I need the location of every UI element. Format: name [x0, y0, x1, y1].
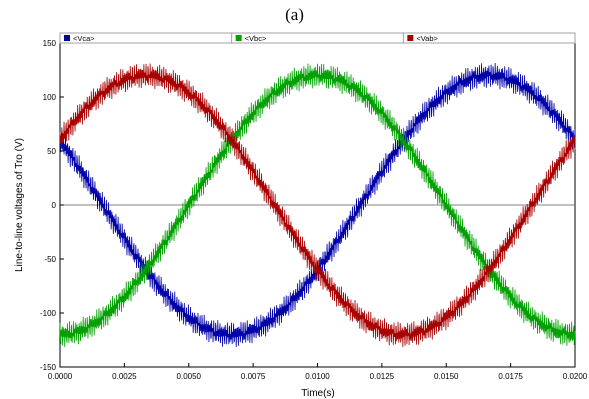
x-tick-label: 0.0200: [563, 372, 588, 381]
legend-swatch: [64, 35, 70, 41]
legend: <Vca> <Vbc> <Vab>: [59, 32, 576, 44]
legend-swatch: [407, 35, 414, 41]
x-tick-label: 0.0075: [241, 372, 266, 381]
y-tick-label: 0: [52, 201, 57, 210]
series-layer: [59, 62, 576, 348]
series-line-3: [59, 63, 576, 348]
y-tick-label: 50: [47, 147, 56, 156]
x-tick-label: 0.0125: [370, 372, 395, 381]
legend-label: <Vbc>: [245, 34, 267, 43]
x-tick-label: 0.0100: [305, 372, 330, 381]
x-axis-ticks: 0.0000 0.0025 0.0050 0.0075 0.0100 0.0125 0.01…: [48, 363, 588, 381]
y-axis-label: Line-to-line voltages of Tro (V): [14, 138, 25, 272]
y-axis-ticks: 150 100 50 0 -50 -100 -150: [40, 39, 64, 372]
y-tick-label: 150: [43, 39, 57, 48]
legend-label: <Vab>: [416, 34, 438, 43]
y-tick-label: -50: [44, 255, 56, 264]
x-tick-label: 0.0050: [177, 372, 202, 381]
legend-label: <Vca>: [73, 34, 95, 43]
y-tick-label: -100: [40, 309, 57, 318]
y-tick-label: -150: [40, 363, 57, 372]
x-axis-label: Time(s): [301, 388, 335, 399]
legend-swatch: [235, 35, 242, 41]
x-tick-label: 0.0025: [112, 372, 137, 381]
x-tick-label: 0.0000: [48, 372, 73, 381]
x-tick-label: 0.0175: [498, 372, 523, 381]
x-tick-label: 0.0150: [434, 372, 459, 381]
y-tick-label: 100: [43, 93, 57, 102]
figure-caption: (a): [285, 5, 304, 24]
legend-bar: [59, 32, 576, 44]
